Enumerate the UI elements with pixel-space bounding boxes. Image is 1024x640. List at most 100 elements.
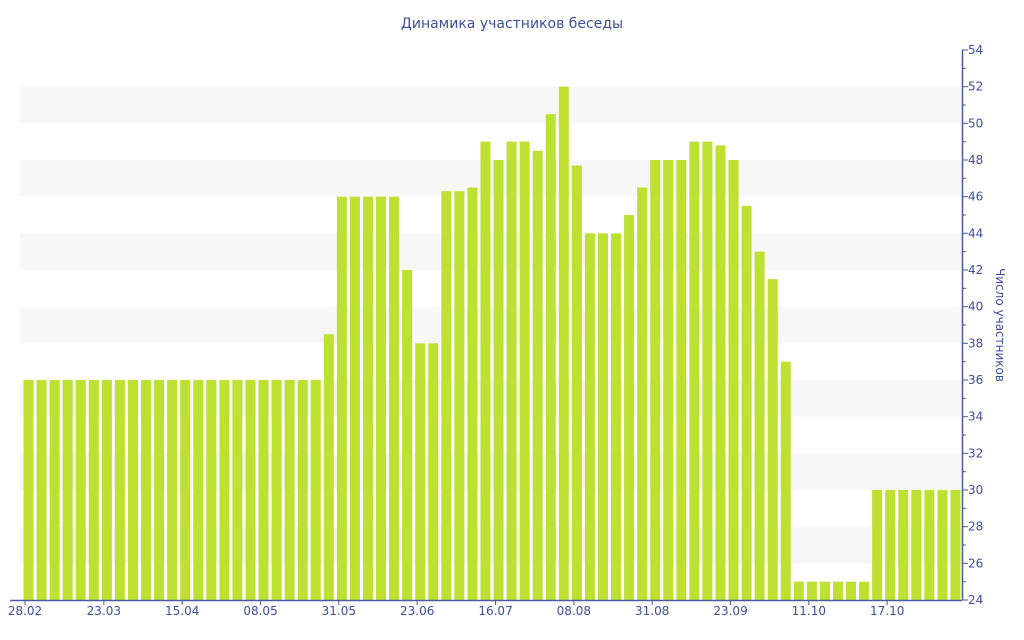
bar bbox=[101, 380, 112, 600]
bar bbox=[715, 145, 726, 601]
bar bbox=[154, 380, 165, 600]
y-tick-label: 26 bbox=[968, 556, 983, 570]
bar bbox=[650, 160, 661, 600]
bar bbox=[898, 490, 909, 600]
grid-band bbox=[20, 86, 962, 124]
y-tick-label: 48 bbox=[968, 153, 983, 167]
bar bbox=[127, 380, 138, 600]
grid-band bbox=[20, 233, 962, 270]
bar bbox=[702, 141, 713, 600]
y-tick-label: 30 bbox=[968, 483, 983, 497]
x-tick-label: 28.02 bbox=[8, 604, 42, 618]
y-axis-label: Число участников bbox=[993, 268, 1007, 382]
bar bbox=[271, 380, 282, 600]
x-tick-label: 23.03 bbox=[87, 604, 121, 618]
bar bbox=[754, 251, 765, 600]
bar bbox=[806, 581, 817, 600]
x-tick-label: 16.07 bbox=[478, 604, 512, 618]
bar bbox=[885, 490, 896, 600]
y-tick-label: 46 bbox=[968, 190, 983, 204]
y-tick-label: 32 bbox=[968, 446, 983, 460]
bar bbox=[663, 160, 674, 600]
bar bbox=[114, 380, 125, 600]
y-tick-label: 36 bbox=[968, 373, 983, 387]
y-tick-label: 34 bbox=[968, 410, 983, 424]
bar bbox=[584, 233, 595, 601]
y-tick-label: 38 bbox=[968, 336, 983, 350]
bar bbox=[428, 343, 439, 600]
bar bbox=[937, 490, 948, 600]
bar bbox=[819, 581, 830, 600]
bar bbox=[167, 380, 178, 600]
bar bbox=[506, 141, 517, 600]
bar bbox=[88, 380, 99, 600]
bar bbox=[245, 380, 256, 600]
y-tick-label: 44 bbox=[968, 226, 983, 240]
bar bbox=[454, 191, 465, 600]
chart-title: Динамика участников беседы bbox=[401, 16, 623, 32]
bar bbox=[872, 490, 883, 600]
x-tick-label: 08.05 bbox=[243, 604, 277, 618]
bar bbox=[741, 205, 752, 601]
bar bbox=[362, 196, 373, 600]
bar bbox=[676, 160, 687, 600]
bar bbox=[793, 581, 804, 600]
bar bbox=[376, 196, 387, 600]
y-tick-label: 24 bbox=[968, 593, 983, 607]
bar bbox=[545, 114, 556, 601]
bar bbox=[950, 490, 961, 600]
bar bbox=[441, 191, 452, 600]
bar bbox=[193, 380, 204, 600]
bar bbox=[297, 380, 308, 600]
x-tick-label: 31.08 bbox=[635, 604, 669, 618]
bar bbox=[141, 380, 152, 600]
y-tick-label: 40 bbox=[968, 300, 983, 314]
y-tick-label: 52 bbox=[968, 80, 983, 94]
bar bbox=[571, 165, 582, 600]
bar bbox=[402, 270, 413, 600]
bar bbox=[597, 233, 608, 601]
bar bbox=[780, 361, 791, 600]
y-tick-label: 42 bbox=[968, 263, 983, 277]
bar bbox=[62, 380, 73, 600]
y-tick-label: 50 bbox=[968, 116, 983, 130]
bar bbox=[911, 490, 922, 600]
bar bbox=[611, 233, 622, 601]
bar bbox=[637, 187, 648, 600]
bar bbox=[493, 160, 504, 600]
x-tick-label: 17.10 bbox=[870, 604, 904, 618]
bar bbox=[924, 490, 935, 600]
bars bbox=[23, 86, 961, 601]
bar bbox=[689, 141, 700, 600]
x-tick-label: 23.09 bbox=[713, 604, 747, 618]
x-tick-label: 08.08 bbox=[557, 604, 591, 618]
bar bbox=[23, 380, 34, 600]
bar bbox=[832, 581, 843, 600]
bar bbox=[336, 196, 347, 600]
bar bbox=[180, 380, 191, 600]
bar bbox=[467, 187, 478, 600]
bar bbox=[49, 380, 60, 600]
bar bbox=[349, 196, 360, 600]
y-tick-label: 28 bbox=[968, 520, 983, 534]
bar bbox=[480, 141, 491, 600]
x-tick-label: 23.06 bbox=[400, 604, 434, 618]
bar bbox=[323, 334, 334, 600]
bar bbox=[219, 380, 230, 600]
bar bbox=[859, 581, 870, 600]
bar bbox=[767, 279, 778, 600]
bar bbox=[728, 160, 739, 600]
bar bbox=[75, 380, 86, 600]
bar bbox=[415, 343, 426, 600]
bar bbox=[558, 86, 569, 600]
bar bbox=[624, 215, 635, 600]
bar bbox=[206, 380, 217, 600]
axes: 24 26 28 30 32 34 36 38 40 42 44 46 48 50 52 54 28.02 23.… bbox=[8, 43, 983, 618]
bar bbox=[232, 380, 243, 600]
bar bbox=[310, 380, 321, 600]
bar bbox=[389, 196, 400, 600]
bar bbox=[36, 380, 47, 600]
bar bbox=[284, 380, 295, 600]
x-tick-label: 11.10 bbox=[792, 604, 826, 618]
